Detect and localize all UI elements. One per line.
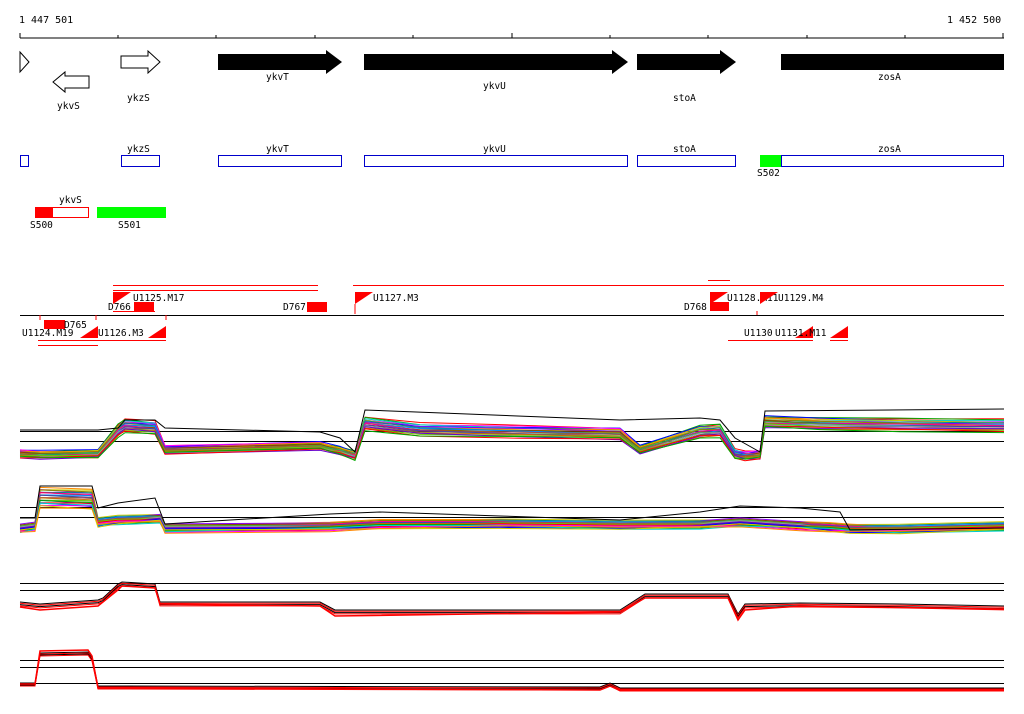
region-label-S502: S502 (757, 168, 780, 179)
cds-label-ykvS: ykvS (59, 195, 82, 206)
cds-track: ykzS ykvT ykvU stoA S502 zosA (20, 144, 1004, 179)
cds-label-zosA: zosA (878, 144, 901, 155)
feature-block-D765[interactable] (44, 320, 65, 329)
cds-label-ykvT: ykvT (266, 144, 289, 155)
cds-box-ykvT[interactable] (218, 155, 342, 167)
region-track: ykvS S500 S501 (30, 195, 166, 231)
feature-flag-icon[interactable] (80, 326, 98, 338)
gene-arrow-zosA[interactable] (781, 54, 1004, 70)
expression-line (19, 492, 1005, 530)
feature-label-U1128: U1128.M11 (727, 293, 779, 304)
feature-label-U1125: U1125.M17 (133, 293, 184, 304)
feature-label-D765: D765 (64, 320, 87, 331)
gene-arrow-ykvT[interactable] (218, 50, 342, 74)
cds-label-ykzS: ykzS (127, 144, 150, 155)
gene-arrow-ykvS[interactable] (52, 70, 90, 94)
cds-box-ykvU[interactable] (364, 155, 628, 167)
expression-line (20, 485, 1005, 531)
expression-line (19, 489, 1005, 529)
region-S500[interactable] (35, 207, 53, 218)
ruler-start-label: 1 447 501 (19, 15, 73, 26)
feature-label-D767: D767 (283, 302, 306, 313)
expression-line (19, 494, 1005, 531)
ruler-end-label: 1 452 500 (947, 15, 1001, 26)
gene-label-ykvS: ykvS (57, 101, 80, 112)
gene-arrow-ykzS[interactable] (120, 49, 161, 75)
feature-label-U1131: U1131.M11 (775, 328, 827, 339)
feature-block-D768[interactable] (710, 302, 729, 311)
gene-arrow-stoA[interactable] (637, 50, 736, 74)
feature-flag-icon[interactable] (795, 326, 813, 338)
feature-label-U1124: U1124.M19 (22, 328, 74, 339)
expression-track-2 (19, 485, 1005, 535)
gene-label-zosA: zosA (878, 72, 901, 83)
feature-block-D766[interactable] (134, 302, 154, 311)
expression-line (19, 581, 1005, 615)
gene-label-stoA: stoA (673, 93, 696, 104)
region-label-S500: S500 (30, 220, 53, 231)
cds-box-zosA[interactable] (781, 155, 1004, 167)
expression-track-1 (19, 408, 1005, 462)
feature-flag-icon[interactable] (830, 326, 848, 338)
feature-label-D766: D766 (108, 302, 131, 313)
expression-line (19, 502, 1005, 534)
expression-line (19, 486, 1005, 528)
cds-box-stoA[interactable] (637, 155, 736, 167)
feature-label-U1126: U1126.M3 (98, 328, 144, 339)
cds-box-ykzS[interactable] (121, 155, 160, 167)
expression-line (20, 653, 1004, 691)
region-S502[interactable] (760, 155, 781, 167)
feature-label-U1127: U1127.M3 (373, 293, 419, 304)
expression-line (19, 497, 1005, 532)
gene-arrow-partial[interactable] (19, 50, 30, 74)
expression-line (19, 582, 1005, 617)
expression-line (19, 499, 1005, 533)
gene-label-ykvU: ykvU (483, 81, 506, 92)
gene-label-ykzS: ykzS (127, 93, 150, 104)
feature-flag-icon[interactable] (148, 326, 166, 338)
region-S501[interactable] (97, 207, 166, 218)
expression-line (20, 651, 1004, 689)
feature-flag-icon[interactable] (760, 292, 778, 304)
feature-block-D767[interactable] (307, 302, 327, 311)
gene-label-ykvT: ykvT (266, 72, 289, 83)
expression-track-4 (20, 649, 1004, 692)
coordinate-ruler: 1 447 501 1 452 500 (19, 15, 1004, 39)
cds-box-partial[interactable] (20, 155, 29, 167)
cds-label-stoA: stoA (673, 144, 696, 155)
expression-track-3 (19, 581, 1005, 622)
expression-line (19, 585, 1005, 622)
feature-flag-icon[interactable] (113, 292, 131, 304)
expression-line (20, 649, 1004, 691)
gene-track: ykvS ykzS ykvT ykvU stoA zosA (19, 49, 1004, 112)
cds-label-ykvU: ykvU (483, 144, 506, 155)
expression-line (19, 507, 1005, 534)
feature-flag-icon[interactable] (710, 292, 728, 304)
feature-track: U1125.M17 D766 D767 U1127.M3 D768 U1128.… (20, 280, 1004, 346)
region-label-S501: S501 (118, 220, 141, 231)
expression-line (19, 584, 1005, 618)
expression-line (20, 408, 1005, 453)
feature-label-U1129: U1129.M4 (778, 293, 824, 304)
expression-line (19, 425, 1005, 462)
gene-arrow-ykvU[interactable] (364, 50, 628, 74)
feature-label-U1130: U1130 (744, 328, 773, 339)
feature-label-D768: D768 (684, 302, 707, 313)
feature-flag-icon[interactable] (355, 292, 373, 304)
